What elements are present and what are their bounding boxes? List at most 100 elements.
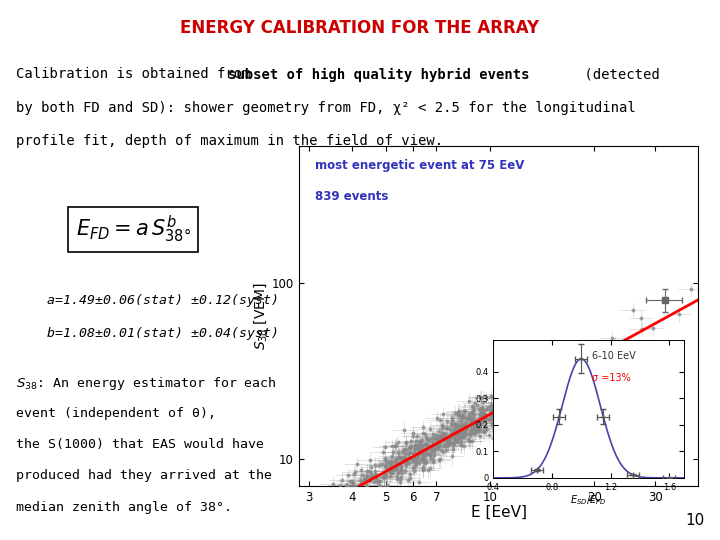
- Point: [477, 398, 489, 407]
- Point: [545, 369, 557, 377]
- Point: [462, 424, 473, 433]
- Point: [451, 408, 463, 416]
- Point: [459, 431, 471, 440]
- Point: [443, 437, 454, 445]
- Point: [524, 395, 536, 404]
- Point: [532, 389, 544, 398]
- Point: [518, 402, 530, 410]
- Point: [490, 413, 501, 422]
- Point: [534, 381, 546, 389]
- Point: [382, 465, 393, 474]
- Point: [473, 427, 485, 435]
- Point: [359, 485, 370, 494]
- Point: [438, 432, 449, 441]
- Point: [421, 435, 433, 443]
- Point: [423, 450, 435, 459]
- Point: [535, 380, 546, 389]
- Point: [338, 495, 350, 503]
- Point: [312, 502, 324, 510]
- Point: [454, 432, 466, 441]
- Point: [476, 418, 487, 427]
- Point: [431, 433, 443, 442]
- Point: [371, 474, 382, 482]
- Point: [480, 421, 491, 430]
- Point: [444, 438, 455, 447]
- Point: [448, 438, 459, 447]
- Point: [454, 434, 465, 442]
- Point: [431, 435, 443, 443]
- Point: [503, 381, 514, 390]
- Point: [412, 444, 423, 453]
- Point: [475, 414, 487, 422]
- Point: [469, 398, 481, 407]
- Point: [452, 430, 464, 439]
- Point: [488, 423, 500, 432]
- Point: [477, 404, 488, 413]
- Point: [418, 452, 430, 461]
- Point: [359, 477, 370, 485]
- Point: [464, 430, 476, 439]
- Point: [328, 496, 339, 505]
- Point: [510, 383, 521, 392]
- Point: [381, 481, 392, 489]
- Point: [467, 419, 479, 428]
- Point: [392, 460, 403, 469]
- Point: [477, 403, 488, 412]
- Point: [469, 427, 481, 436]
- Text: most energetic event at 75 EeV: most energetic event at 75 EeV: [315, 159, 524, 172]
- Point: [521, 377, 533, 386]
- Text: by both FD and SD): shower geometry from FD, χ² < 2.5 for the longitudinal: by both FD and SD): shower geometry from…: [16, 101, 636, 115]
- Point: [387, 448, 399, 456]
- Point: [488, 399, 500, 408]
- Point: [510, 389, 522, 398]
- Point: [400, 446, 412, 455]
- Point: [536, 356, 547, 364]
- Point: [474, 404, 486, 413]
- Point: [537, 374, 549, 382]
- Point: [487, 411, 498, 420]
- Point: [441, 435, 453, 444]
- Point: [408, 463, 420, 471]
- Point: [559, 357, 570, 366]
- Point: [673, 309, 685, 318]
- Point: [529, 384, 541, 393]
- Point: [323, 493, 334, 502]
- Point: [398, 453, 410, 461]
- Point: [468, 403, 480, 411]
- Point: [440, 446, 451, 454]
- Point: [519, 392, 531, 401]
- Text: median zenith angle of 38°.: median zenith angle of 38°.: [16, 501, 232, 514]
- Point: [349, 468, 361, 476]
- Point: [500, 391, 511, 400]
- Point: [469, 418, 480, 427]
- Point: [451, 435, 463, 443]
- Point: [357, 488, 369, 497]
- Point: [488, 399, 500, 408]
- Point: [602, 359, 613, 368]
- Point: [521, 395, 532, 404]
- Point: [471, 424, 482, 433]
- Point: [446, 418, 457, 427]
- Point: [486, 411, 498, 420]
- Point: [384, 467, 396, 476]
- Point: [483, 416, 495, 424]
- Point: [641, 347, 652, 356]
- Point: [477, 407, 488, 415]
- Point: [460, 417, 472, 426]
- Text: b=1.08±0.01(stat) ±0.04(syst): b=1.08±0.01(stat) ±0.04(syst): [47, 327, 279, 340]
- Point: [426, 444, 438, 453]
- Point: [358, 475, 369, 484]
- Point: [475, 410, 487, 418]
- Point: [400, 456, 411, 465]
- Point: [428, 458, 439, 467]
- Point: [466, 415, 477, 424]
- Point: [457, 422, 469, 431]
- Point: [459, 430, 470, 438]
- Point: [412, 458, 423, 467]
- Point: [487, 408, 499, 417]
- Point: [530, 397, 541, 406]
- Point: [561, 356, 572, 364]
- Point: [395, 463, 407, 471]
- Point: [498, 397, 509, 406]
- Point: [408, 449, 419, 457]
